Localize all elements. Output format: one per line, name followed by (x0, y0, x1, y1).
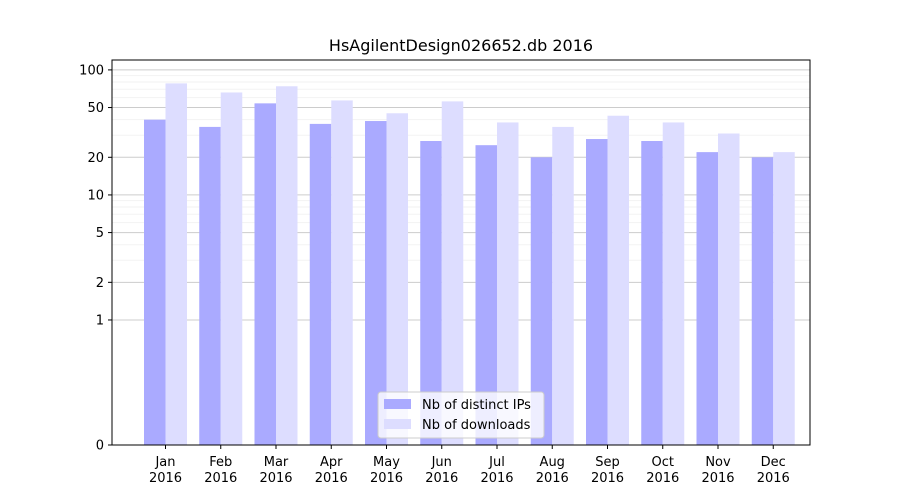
plot-frame (111, 59, 811, 446)
bar-downloads (662, 122, 685, 445)
y-tick-label: 5 (96, 226, 104, 241)
x-tick-label: Feb 2016 (204, 455, 237, 486)
legend-swatch (384, 419, 411, 429)
x-tick-label: Aug 2016 (536, 455, 569, 486)
y-tick-label: 0 (96, 439, 104, 454)
chart-title: HsAgilentDesign026652.db 2016 (329, 36, 593, 55)
bar-distinct-ips (365, 121, 387, 446)
bar-distinct-ips (199, 126, 221, 446)
y-axis: 0 1 2 5 10 20 50 100 (79, 63, 112, 454)
bar-distinct-ips (309, 123, 332, 445)
x-axis: Jan 2016 Feb 2016 Mar 2016 Apr 2016 May 2016 Jun 20… (149, 445, 790, 486)
y-tick-label: 100 (79, 63, 104, 78)
legend-swatch (384, 399, 411, 409)
x-tick-label: May 2016 (370, 455, 403, 486)
x-tick-label: Dec 2016 (757, 455, 790, 486)
bar-downloads (276, 86, 298, 445)
legend-label: Nb of distinct IPs (422, 398, 531, 413)
bar-downloads (386, 113, 408, 445)
x-tick-label: Jan 2016 (149, 455, 182, 486)
bar-distinct-ips (641, 140, 663, 445)
bar-distinct-ips (530, 157, 553, 445)
x-tick-label: Nov 2016 (701, 455, 734, 486)
y-tick-label: 2 (96, 276, 104, 291)
bar-distinct-ips (144, 119, 166, 446)
bar-downloads (441, 101, 464, 445)
bar-downloads (773, 152, 795, 445)
bars (144, 83, 795, 446)
x-tick-label: Jun 2016 (425, 455, 458, 486)
y-tick-label: 10 (87, 188, 104, 203)
y-tick-label: 1 (96, 313, 104, 328)
bar-distinct-ips (696, 152, 718, 445)
x-tick-label: Sep 2016 (591, 455, 624, 486)
bar-downloads (607, 115, 629, 445)
bar-downloads (220, 92, 243, 446)
y-tick-label: 20 (87, 151, 104, 166)
y-tick-label: 50 (87, 101, 104, 116)
bar-downloads (552, 126, 574, 446)
bar-distinct-ips (751, 157, 774, 445)
bar-distinct-ips (420, 140, 442, 445)
x-tick-label: Jul 2016 (480, 455, 513, 486)
bar-distinct-ips (254, 103, 276, 446)
x-tick-label: Mar 2016 (259, 455, 292, 486)
bar-downloads (497, 122, 519, 445)
bar-downloads (718, 133, 740, 445)
bar-distinct-ips (475, 145, 497, 445)
bar-distinct-ips (586, 139, 608, 445)
legend: Nb of distinct IPs Nb of downloads (377, 391, 545, 439)
x-tick-label: Oct 2016 (646, 455, 679, 486)
bar-downloads (165, 83, 187, 445)
bar-downloads (331, 100, 353, 445)
legend-box (377, 391, 545, 439)
legend-label: Nb of downloads (422, 418, 531, 433)
x-tick-label: Apr 2016 (315, 455, 348, 486)
